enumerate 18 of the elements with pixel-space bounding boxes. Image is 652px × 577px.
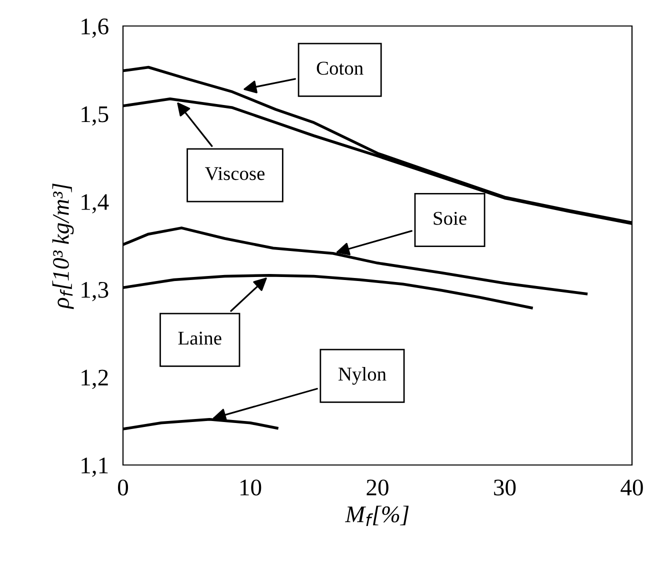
annotation: Nylon	[338, 367, 386, 385]
y-tick-label: 1,1	[82, 458, 108, 477]
annotation: Viscose	[205, 167, 264, 180]
y-tick-label: 1,5	[82, 106, 108, 126]
x-tick-label: 0	[118, 480, 128, 496]
annotation: Coton	[316, 62, 364, 75]
y-tick-label: 1,3	[82, 282, 108, 302]
x-axis-title: M$_{f}$[%]	[344, 506, 409, 526]
y-tick-label: 1,2	[82, 370, 108, 390]
annotation: Laine	[178, 332, 222, 345]
y-tick-label: 1,4	[82, 194, 109, 214]
y-axis-title: ρ$_{f}$[10³ kg/m³]	[52, 184, 74, 310]
annotation: Soie	[434, 212, 466, 225]
x-tick-label: 30	[494, 480, 516, 496]
x-tick-label: 10	[240, 480, 262, 496]
y-tick-label: 1,6	[82, 18, 108, 38]
x-tick-label: 20	[366, 480, 388, 496]
x-tick-label: 40	[620, 480, 643, 496]
